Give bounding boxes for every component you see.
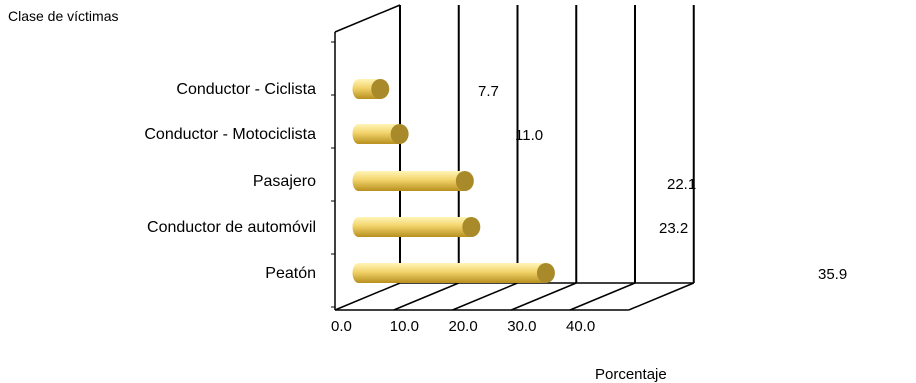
- floor-gridline: [334, 282, 401, 311]
- floor-gridline: [569, 282, 636, 311]
- bar-body: [352, 217, 478, 237]
- x-tick-label: 40.0: [566, 318, 595, 335]
- data-label: 11.0: [515, 127, 543, 144]
- bar: [352, 79, 390, 99]
- bar-body: [352, 171, 471, 191]
- bar: [352, 217, 481, 237]
- bar: [352, 263, 555, 283]
- x-tick-label: 0.0: [331, 318, 352, 335]
- data-label: 23.2: [659, 220, 688, 237]
- floor-gridline: [628, 282, 695, 311]
- side-wall-top-edge: [334, 4, 401, 33]
- bar: [352, 124, 409, 144]
- bar-end-cap: [455, 171, 474, 191]
- bar: [352, 171, 474, 191]
- bar-end-cap: [390, 124, 409, 144]
- x-axis-title: Porcentaje: [595, 366, 667, 383]
- x-tick-label: 30.0: [507, 318, 536, 335]
- floor-gridline: [393, 282, 460, 311]
- floor-gridline: [452, 282, 518, 311]
- x-tick-label: 10.0: [390, 318, 419, 335]
- data-label: 22.1: [667, 176, 696, 193]
- category-label: Pasajero: [253, 173, 316, 190]
- x-tick-label: 20.0: [449, 318, 478, 335]
- y-axis-title: Clase de víctimas: [8, 8, 118, 24]
- category-label: Conductor - Motociclista: [144, 126, 316, 143]
- bar-end-cap: [536, 263, 555, 283]
- bar-end-cap: [371, 79, 390, 99]
- data-label: 35.9: [818, 266, 847, 283]
- data-label: 7.7: [478, 83, 499, 100]
- category-label: Conductor - Ciclista: [176, 81, 316, 98]
- category-label: Peatón: [265, 265, 316, 282]
- bar-end-cap: [462, 217, 481, 237]
- category-label: Conductor de automóvil: [147, 219, 316, 236]
- floor-gridline: [510, 282, 577, 311]
- bar-body: [352, 263, 552, 283]
